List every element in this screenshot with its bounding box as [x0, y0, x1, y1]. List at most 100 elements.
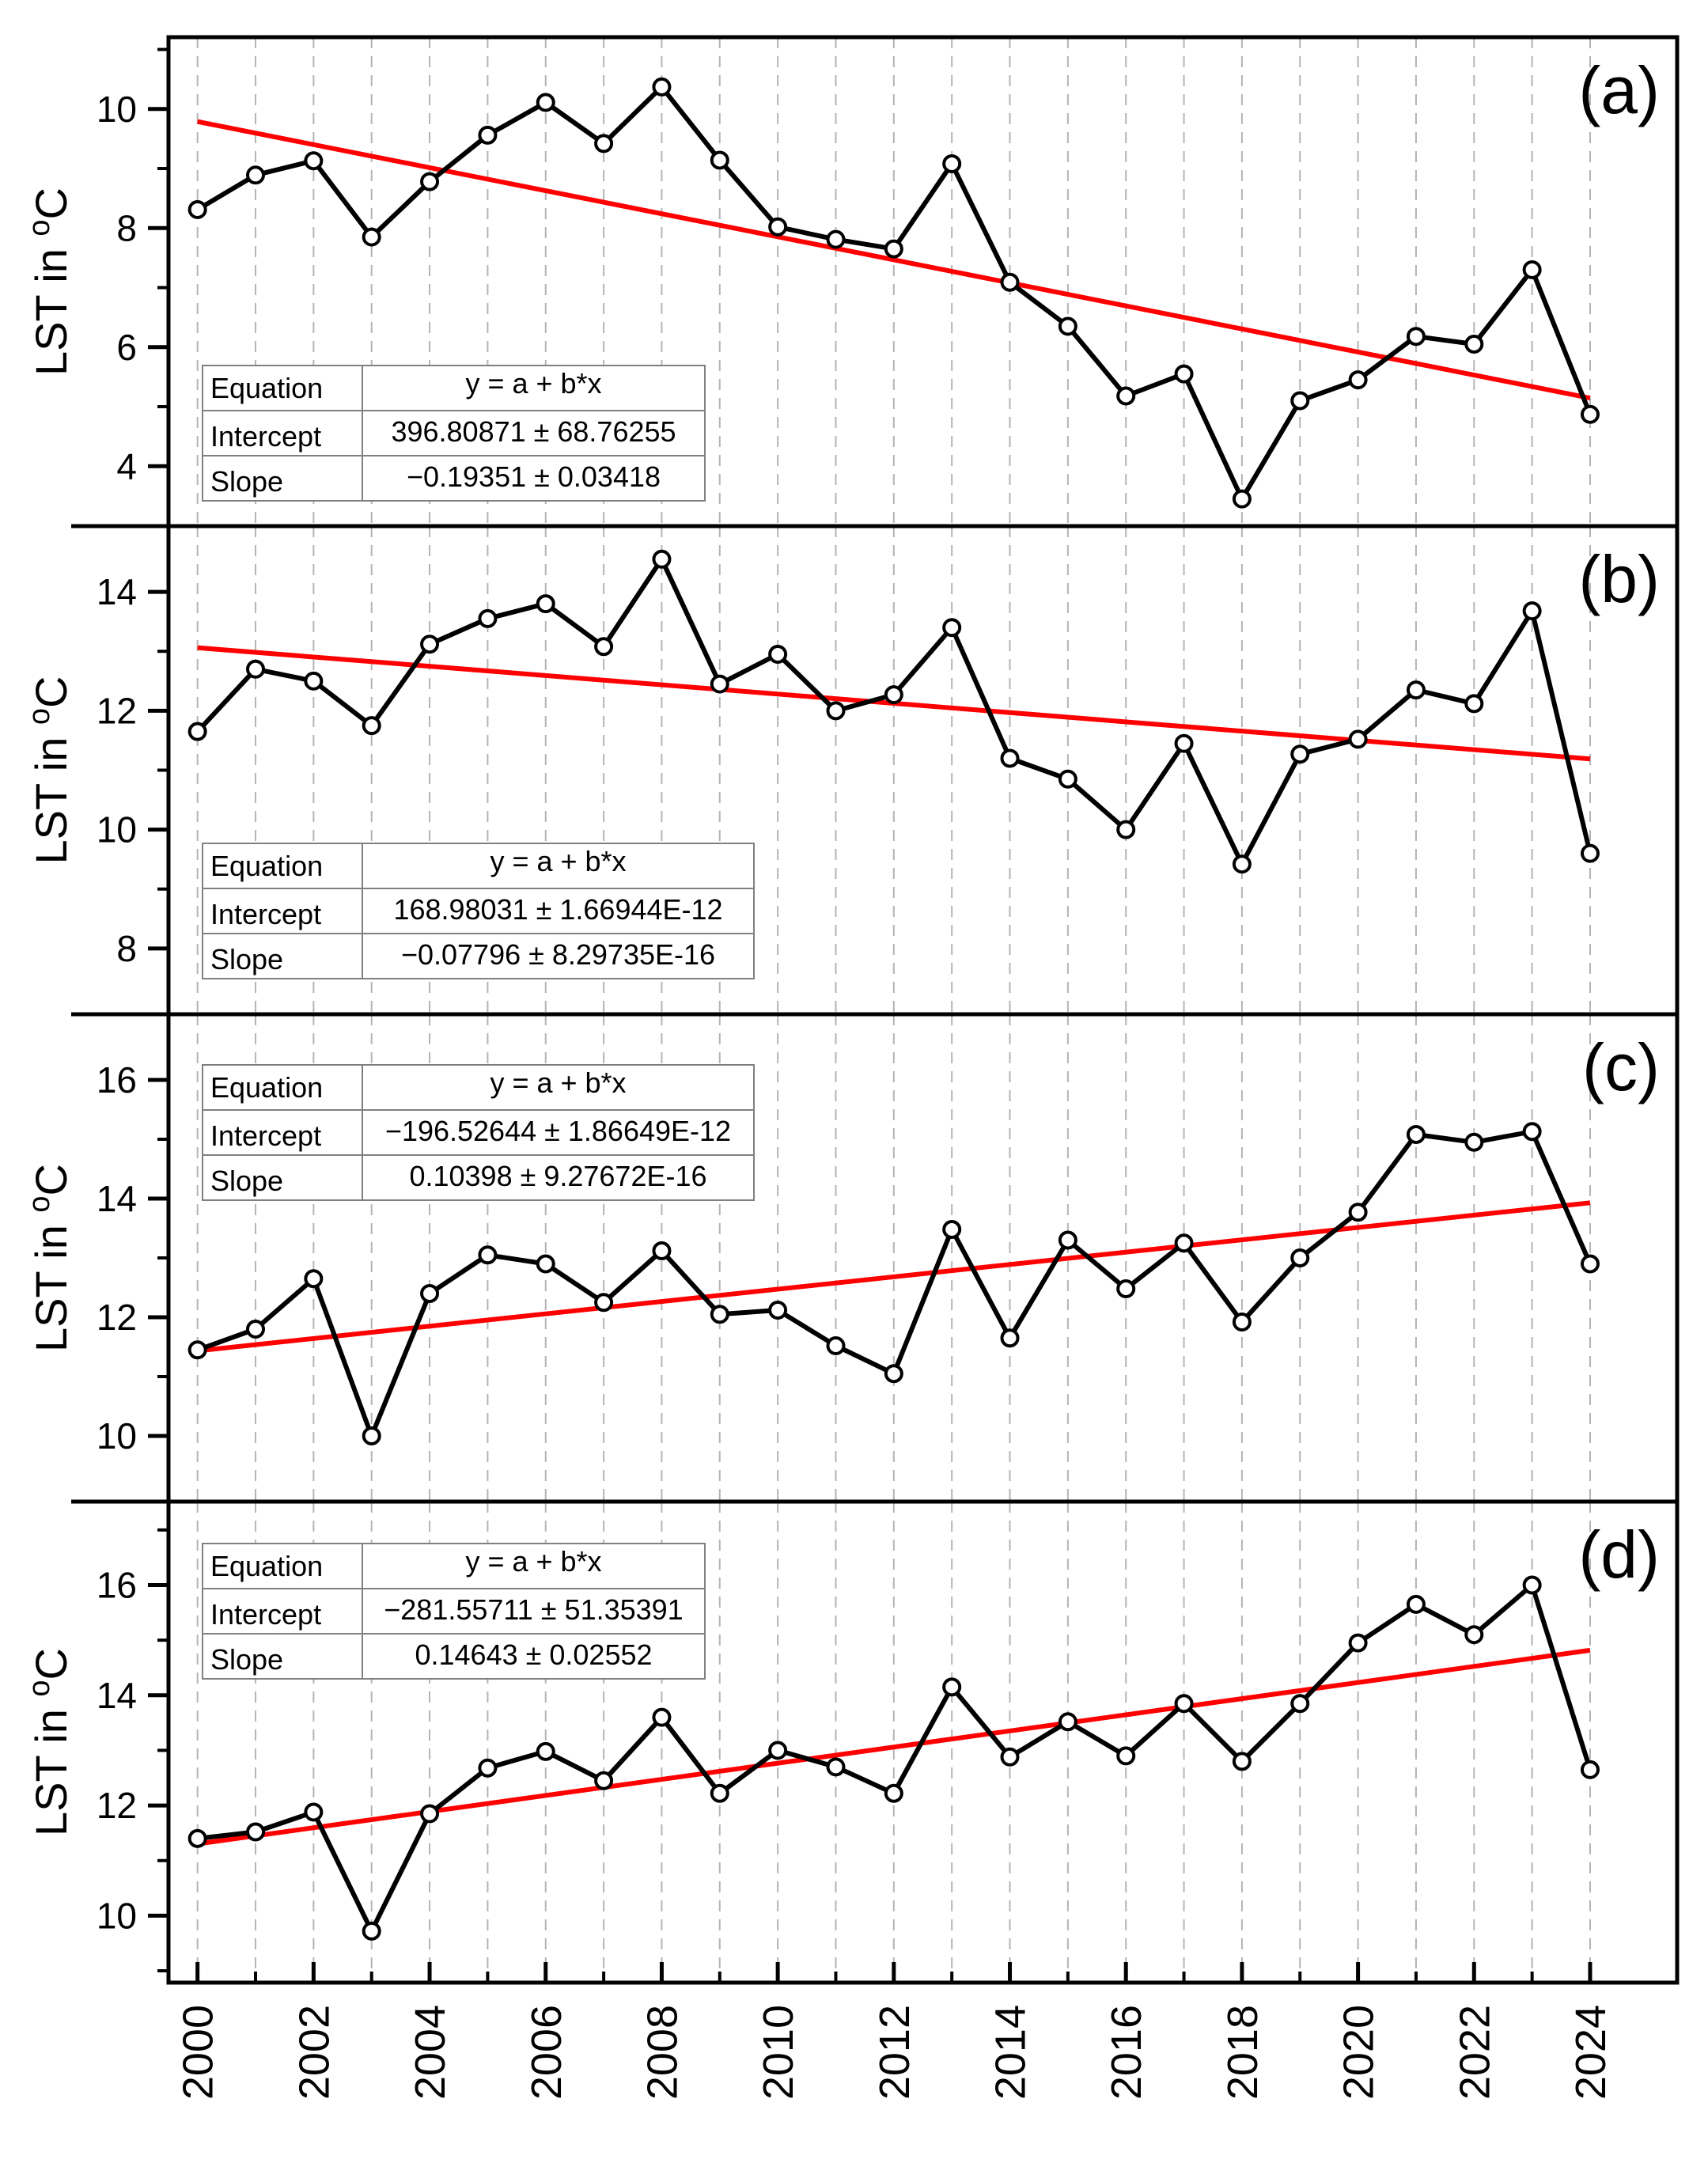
data-point: [826, 229, 846, 249]
y-tick-label: 16: [97, 1565, 137, 1606]
data-point: [826, 701, 846, 721]
data-point: [1058, 1712, 1077, 1732]
data-point: [884, 1364, 903, 1384]
degree-superscript: o: [23, 1680, 56, 1696]
fit-table: Equation y = a + b*x Intercept −196.52644 ±…: [202, 1064, 755, 1201]
data-point: [710, 150, 729, 170]
data-point: [1232, 1313, 1252, 1332]
data-point: [652, 77, 672, 97]
data-point: [1580, 843, 1600, 863]
trend-line: [197, 1200, 1591, 1354]
fit-table-border: [202, 1064, 755, 1201]
data-point: [1000, 748, 1020, 768]
data-point: [1058, 316, 1077, 336]
trend-line: [197, 119, 1591, 401]
data-point: [362, 1921, 381, 1941]
x-tick-label: 2006: [523, 2005, 570, 2100]
data-point: [1290, 391, 1310, 411]
data-point: [1000, 1747, 1020, 1767]
data-point: [478, 1758, 498, 1778]
data-point: [187, 722, 207, 741]
fit-table-value: 0.10398 ± 9.27672E-16: [409, 1160, 706, 1192]
fit-table-value: −281.55711 ± 51.35391: [384, 1593, 683, 1626]
data-point: [246, 165, 266, 185]
data-point: [187, 1340, 207, 1360]
y-tick-label: 6: [116, 327, 137, 368]
data-point: [1174, 733, 1194, 753]
x-tick-label: 2024: [1567, 2005, 1615, 2100]
data-point: [536, 1741, 555, 1761]
data-point: [942, 154, 962, 174]
fit-table-key: Slope: [210, 943, 283, 975]
data-point: [1522, 601, 1542, 621]
y-axis-label-text: LST in: [26, 725, 76, 864]
x-tick-label: 2018: [1219, 2005, 1267, 2100]
y-tick-label: 12: [97, 1785, 137, 1826]
data-point: [594, 134, 614, 153]
y-tick-label: 12: [97, 1297, 137, 1338]
fit-table-key: Intercept: [210, 1119, 321, 1152]
data-point: [1232, 854, 1252, 874]
series-line: [187, 549, 1600, 874]
data-point: [594, 637, 614, 657]
x-tick-label: 2008: [638, 2005, 686, 2100]
fit-table-value: −196.52644 ± 1.86649E-12: [385, 1115, 731, 1147]
unit: C: [26, 1164, 76, 1195]
fit-table-value: y = a + b*x: [490, 1066, 626, 1099]
data-point: [652, 1241, 672, 1260]
data-point: [1116, 1279, 1136, 1298]
y-tick-label: 10: [97, 809, 137, 850]
fit-table-key: Intercept: [210, 1598, 321, 1631]
data-point: [768, 645, 788, 665]
data-point: [652, 1707, 672, 1727]
trend-fit-line: [197, 119, 1591, 401]
panel-d: Equation y = a + b*x Intercept −281.55711 ±…: [23, 1499, 1677, 1983]
data-point: [1232, 489, 1252, 509]
x-tick-label: 2012: [871, 2005, 918, 2100]
panel-label: (a): [1578, 53, 1660, 127]
y-axis-label: LST in oC: [23, 676, 76, 865]
data-point: [884, 239, 903, 259]
fit-table-key: Equation: [210, 1071, 323, 1104]
unit: C: [26, 676, 76, 708]
x-axis: 2000 2002 2004 2006 2008 2010 2012 2014 2016 2018…: [175, 1962, 1615, 2100]
x-tick-label: 2010: [755, 2005, 802, 2100]
fit-table-key: Intercept: [210, 420, 321, 453]
data-point: [187, 199, 207, 219]
data-point: [1116, 1746, 1136, 1766]
data-point: [420, 1804, 440, 1824]
plot-frame: [166, 35, 1680, 1985]
x-tick-label: 2004: [407, 2005, 454, 2100]
y-axis-label: LST in oC: [23, 188, 76, 376]
data-point: [1000, 1328, 1020, 1348]
data-point: [884, 685, 903, 705]
data-point: [1406, 1125, 1426, 1144]
data-point: [768, 1741, 788, 1760]
data-point: [826, 1757, 846, 1777]
panel-label: (d): [1578, 1517, 1660, 1592]
data-point: [1290, 1694, 1310, 1714]
degree-superscript: o: [23, 1195, 56, 1212]
y-axis-label: LST in oC: [23, 1648, 76, 1836]
y-tick-label: 4: [116, 445, 137, 487]
data-point: [1522, 259, 1542, 279]
panel-label: (b): [1578, 542, 1660, 616]
data-point: [1174, 364, 1194, 384]
y-tick-label: 10: [97, 89, 137, 130]
y-axis: 4 6 8 10: [97, 47, 169, 487]
data-point: [1116, 386, 1136, 406]
data-point: [884, 1783, 903, 1803]
data-point: [304, 1269, 324, 1289]
fit-table-key: Slope: [210, 1165, 283, 1197]
y-tick-label: 8: [116, 207, 137, 248]
data-point: [304, 671, 324, 691]
trend-fit-line: [197, 1200, 1591, 1354]
data-point: [1058, 1230, 1077, 1250]
data-point: [478, 608, 498, 628]
data-point: [1348, 1633, 1368, 1653]
data-point: [1232, 1752, 1252, 1771]
y-axis-label-text: LST in: [26, 1213, 76, 1352]
data-point: [1406, 327, 1426, 347]
degree-superscript: o: [23, 219, 56, 236]
data-point: [1348, 370, 1368, 390]
